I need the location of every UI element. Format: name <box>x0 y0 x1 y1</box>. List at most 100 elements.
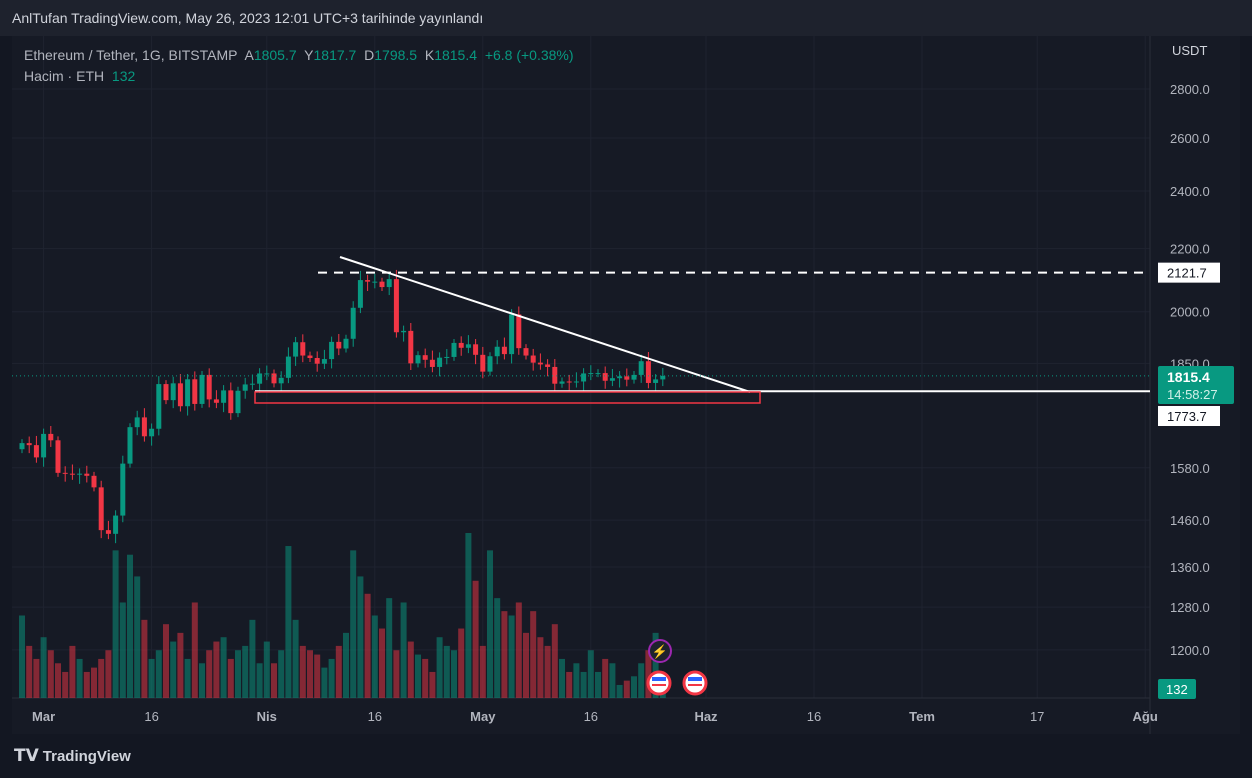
candle-body <box>386 279 392 288</box>
candle-body <box>170 383 176 401</box>
candle-body <box>559 381 565 384</box>
volume-bar <box>177 632 184 698</box>
candle-body <box>602 373 608 381</box>
volume-tag <box>1158 679 1196 699</box>
chart-area[interactable]: USDT 2800.0 2600.0 2400.0 2200.0 2000.0 1850.0… <box>12 36 1240 734</box>
candle-body <box>26 443 32 446</box>
candle-body <box>401 330 407 333</box>
candle-body <box>55 440 61 473</box>
volume-bar <box>501 611 508 698</box>
volume-bar <box>544 645 551 698</box>
trend-line <box>339 256 751 393</box>
last-price-tag <box>1158 366 1234 404</box>
volume-bar <box>134 576 141 698</box>
candle-body <box>509 314 515 355</box>
volume-bar <box>602 658 609 698</box>
volume-bar <box>515 602 522 698</box>
volume-bar <box>559 658 565 698</box>
candle-body <box>91 475 97 488</box>
volume-bar <box>458 628 465 698</box>
volume-bar <box>47 650 54 698</box>
volume-bar <box>299 645 306 698</box>
volume-bar <box>335 645 342 698</box>
x-tick-label: 16 <box>368 709 382 724</box>
volume-bar <box>357 576 364 698</box>
candle-body <box>113 515 119 534</box>
volume-bar <box>328 658 335 698</box>
volume-bar <box>26 645 33 698</box>
candle-body <box>494 346 500 357</box>
volume-bar <box>487 550 493 698</box>
volume-bar <box>199 663 205 698</box>
tradingview-logo: 𝗧𝗩 TradingView <box>14 746 131 765</box>
volume-bar <box>227 658 234 698</box>
candle-body <box>624 376 630 380</box>
candle-body <box>552 366 558 384</box>
candle-body <box>314 358 320 364</box>
volume-bar <box>91 667 97 698</box>
lightning-glyph: ⚡ <box>652 644 668 660</box>
candle-body <box>98 487 104 531</box>
symbol-title[interactable]: Ethereum / Tether, 1G, BITSTAMP <box>24 47 238 63</box>
candle-body <box>149 428 155 437</box>
volume-bar <box>551 624 558 698</box>
candle-body <box>581 373 587 382</box>
candle-body <box>415 355 421 364</box>
candle-body <box>653 379 659 383</box>
volume-bar <box>580 671 587 698</box>
volume-bar <box>479 645 486 698</box>
us-flag-icon <box>682 670 708 696</box>
resistance-price-tag <box>1158 262 1220 283</box>
volume-bar <box>343 632 349 698</box>
y-tick-label: 1360.0 <box>1170 560 1210 575</box>
volume-value: 132 <box>1166 682 1188 697</box>
volume-bar <box>307 650 313 698</box>
volume-bar <box>148 658 155 698</box>
candle-body <box>501 346 507 355</box>
volume-bar <box>436 637 443 698</box>
volume-bar <box>631 676 637 698</box>
price-chart[interactable]: USDT2800.02600.02400.02200.02000.01850.0… <box>12 36 1240 734</box>
candle-body <box>595 373 601 375</box>
x-tick-label: Ağu <box>1133 709 1158 724</box>
candle-body <box>660 375 666 380</box>
candle-body <box>480 354 486 372</box>
candle-body <box>516 314 522 349</box>
candle-body <box>307 355 313 359</box>
candle-body <box>293 342 299 357</box>
volume-bar <box>443 645 450 698</box>
support-price: 1773.7 <box>1167 409 1207 424</box>
candle-body <box>545 364 551 367</box>
candle-body <box>278 377 284 384</box>
x-tick-label: Nis <box>257 709 277 724</box>
volume-bar <box>249 619 256 698</box>
volume-bar <box>494 598 501 698</box>
volume-bar <box>170 641 177 698</box>
candle-body <box>33 445 39 458</box>
volume-bar <box>213 641 220 698</box>
volume-bar <box>141 619 148 698</box>
candle-body <box>357 280 363 308</box>
candle-body <box>271 373 277 384</box>
volume-bar <box>587 650 594 698</box>
volume-bar <box>19 615 25 698</box>
candle-body <box>372 281 378 283</box>
candle-body <box>242 384 248 391</box>
y-tick-label: 2400.0 <box>1170 184 1210 199</box>
candle-body <box>120 463 126 516</box>
us-flag-stripe <box>652 677 666 681</box>
candle-body <box>422 355 428 360</box>
volume-bar <box>364 593 371 698</box>
candle-body <box>379 281 385 288</box>
candle-body <box>638 361 644 375</box>
candle-body <box>163 384 169 401</box>
volume-bar <box>112 550 119 698</box>
volume-bar <box>451 650 457 698</box>
volume-bar <box>105 650 112 698</box>
candle-body <box>537 362 543 365</box>
us-flag-stripe <box>688 677 702 681</box>
resistance-price: 2121.7 <box>1167 266 1207 281</box>
y-tick-label: 2600.0 <box>1170 131 1210 146</box>
candle-body <box>19 443 25 450</box>
candle-body <box>530 355 536 363</box>
